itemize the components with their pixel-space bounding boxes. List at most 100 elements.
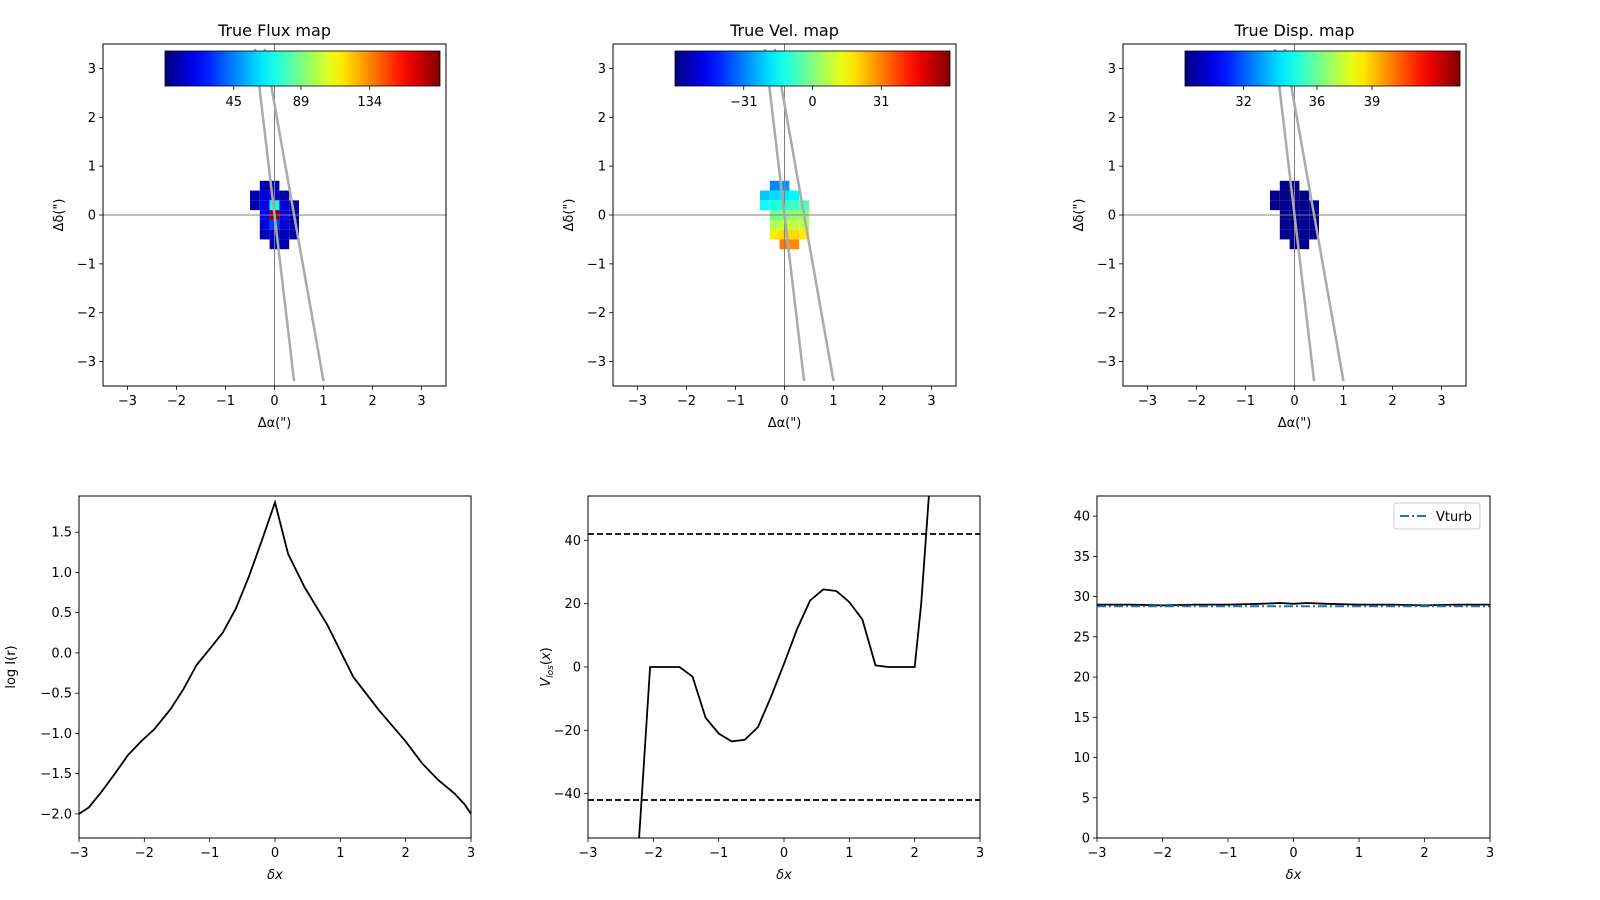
y-tick-label: 1 bbox=[1108, 160, 1116, 175]
x-axis-label: δx bbox=[1286, 868, 1302, 883]
x-tick-label: 2 bbox=[911, 846, 919, 861]
map-pixel bbox=[1270, 200, 1280, 211]
x-tick-label: 3 bbox=[467, 846, 475, 861]
y-tick-label: 1 bbox=[598, 160, 606, 175]
colorbar-tick-label: 45 bbox=[225, 95, 242, 110]
y-tick-label: 1 bbox=[88, 160, 96, 175]
x-tick-label: 1 bbox=[1355, 846, 1363, 861]
x-tick-label: 2 bbox=[402, 846, 410, 861]
y-tick-label: 5 bbox=[1082, 791, 1090, 806]
y-tick-label: 3 bbox=[598, 62, 606, 77]
map-pixel bbox=[259, 180, 270, 191]
map-pixel bbox=[250, 190, 260, 201]
y-axis-label: Vlos(x) bbox=[539, 647, 556, 686]
map-pixel bbox=[279, 200, 290, 211]
slit-edge-1 bbox=[253, 48, 296, 382]
slit-edge-1 bbox=[1273, 48, 1316, 382]
x-tick-label: 1 bbox=[829, 394, 837, 409]
y-tick-label: 25 bbox=[1073, 630, 1090, 645]
x-tick-label: −1 bbox=[709, 846, 728, 861]
x-tick-label: 2 bbox=[1388, 394, 1396, 409]
y-tick-label: 35 bbox=[1073, 550, 1090, 565]
x-axis-label: δx bbox=[776, 868, 792, 883]
x-tick-label: −3 bbox=[628, 394, 647, 409]
x-tick-label: −2 bbox=[135, 846, 154, 861]
x-axis-label: δx bbox=[267, 868, 283, 883]
x-tick-label: 0 bbox=[271, 846, 279, 861]
map-pixel bbox=[1279, 190, 1290, 201]
x-tick-label: −1 bbox=[726, 394, 745, 409]
map-pixel bbox=[769, 219, 780, 230]
chart-title: True Vel. map bbox=[729, 21, 839, 40]
map-panel-1: −3 −2 −1 0 1 2 3 −3 −2 −1 0 1 2 3 True Flux map Δα(") Δδ… bbox=[52, 21, 447, 431]
map-pixel bbox=[1299, 200, 1310, 211]
map-pixel bbox=[1279, 180, 1290, 191]
plot-area bbox=[79, 499, 471, 815]
x-tick-label: 0 bbox=[780, 846, 788, 861]
map-pixel bbox=[769, 200, 780, 211]
x-tick-label: 1 bbox=[319, 394, 327, 409]
y-tick-label: 2 bbox=[598, 111, 606, 126]
map-pixel bbox=[799, 200, 809, 211]
map-pixel bbox=[1279, 200, 1290, 211]
x-tick-label: 2 bbox=[368, 394, 376, 409]
axes-frame bbox=[587, 495, 981, 839]
colorbar-tick-label: 31 bbox=[873, 95, 890, 110]
map-pixel bbox=[1279, 219, 1290, 230]
colorbar bbox=[674, 50, 951, 87]
map-pixel bbox=[259, 200, 270, 211]
x-tick-label: −2 bbox=[167, 394, 186, 409]
y-tick-label: −20 bbox=[554, 724, 581, 739]
x-tick-label: −2 bbox=[677, 394, 696, 409]
y-tick-label: 20 bbox=[564, 597, 581, 612]
x-tick-label: −3 bbox=[1087, 846, 1106, 861]
y-tick-label: 2 bbox=[1108, 111, 1116, 126]
map-pixel bbox=[1309, 229, 1319, 240]
colorbar-tick-label: 0 bbox=[808, 95, 816, 110]
x-tick-label: −1 bbox=[200, 846, 219, 861]
x-tick-label: −1 bbox=[216, 394, 235, 409]
map-pixel bbox=[769, 180, 780, 191]
x-tick-label: 0 bbox=[780, 394, 788, 409]
chart-title: True Disp. map bbox=[1233, 21, 1354, 40]
y-tick-label: 10 bbox=[1073, 751, 1090, 766]
x-tick-label: −2 bbox=[1187, 394, 1206, 409]
legend-label: Vturb bbox=[1436, 510, 1472, 525]
slit-edge-2 bbox=[773, 48, 835, 382]
colorbar bbox=[164, 50, 441, 87]
y-tick-label: 0 bbox=[573, 661, 581, 676]
axes-frame bbox=[1096, 495, 1491, 839]
map-pixel bbox=[259, 229, 270, 240]
map-pixel bbox=[289, 219, 299, 230]
plot-area bbox=[1123, 44, 1466, 386]
x-tick-label: −1 bbox=[1236, 394, 1255, 409]
plot-area bbox=[613, 44, 956, 386]
legend: Vturb bbox=[1393, 502, 1481, 530]
y-tick-label: 40 bbox=[1073, 510, 1090, 525]
y-tick-label: 0.0 bbox=[51, 646, 72, 661]
x-tick-label: −2 bbox=[1153, 846, 1172, 861]
colorbar-tick-label: 134 bbox=[357, 95, 382, 110]
y-axis-label: Δδ(") bbox=[52, 199, 67, 232]
y-tick-label: 0 bbox=[88, 209, 96, 224]
y-tick-label: 3 bbox=[1108, 62, 1116, 77]
map-pixel bbox=[1299, 190, 1310, 201]
y-tick-label: 1.5 bbox=[51, 526, 72, 541]
x-axis-label: Δα(") bbox=[258, 416, 292, 431]
slit-edge-2 bbox=[263, 48, 325, 382]
map-pixel bbox=[1299, 229, 1310, 240]
x-tick-label: 1 bbox=[336, 846, 344, 861]
slit-edge-1 bbox=[763, 48, 806, 382]
y-tick-label: −40 bbox=[554, 787, 581, 802]
series-line-1 bbox=[79, 499, 471, 815]
y-tick-label: −3 bbox=[77, 355, 96, 370]
map-pixel bbox=[789, 200, 800, 211]
map-pixel bbox=[279, 239, 290, 250]
map-pixel bbox=[789, 190, 800, 201]
x-tick-label: 3 bbox=[927, 394, 935, 409]
x-tick-label: 3 bbox=[417, 394, 425, 409]
plot-area bbox=[588, 496, 980, 838]
x-tick-label: 0 bbox=[1289, 846, 1297, 861]
y-tick-label: 3 bbox=[88, 62, 96, 77]
